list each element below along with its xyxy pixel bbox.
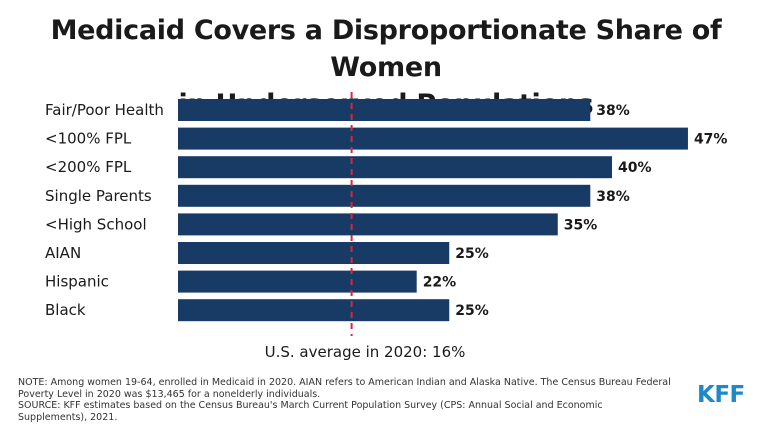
note-text: NOTE: Among women 19-64, enrolled in Med… — [18, 377, 671, 400]
footnotes: NOTE: Among women 19-64, enrolled in Med… — [18, 377, 673, 423]
value-label: 38% — [596, 189, 630, 205]
bar — [178, 213, 558, 236]
value-label: 35% — [564, 217, 598, 233]
bar — [178, 99, 591, 121]
bar — [178, 156, 612, 179]
bar — [178, 299, 450, 322]
value-label: 25% — [455, 246, 489, 262]
reference-line-caption: U.S. average in 2020: 16% — [264, 343, 466, 361]
category-label: <High School — [45, 215, 147, 233]
source-text: SOURCE: KFF estimates based on the Censu… — [18, 400, 603, 423]
category-label: Single Parents — [45, 187, 152, 205]
value-label: 38% — [596, 103, 630, 119]
value-label: 40% — [618, 160, 652, 176]
bar — [178, 242, 450, 264]
category-label: Hispanic — [45, 273, 109, 291]
category-label: Black — [45, 301, 86, 319]
bar — [178, 270, 417, 293]
chart-title-line-1: Medicaid Covers a Disproportionate Share… — [50, 15, 722, 83]
category-label: AIAN — [45, 244, 81, 262]
category-label: <200% FPL — [45, 158, 132, 176]
bar — [178, 184, 591, 207]
kff-logo[interactable]: KFF — [697, 382, 745, 408]
bar — [178, 127, 688, 150]
category-label: <100% FPL — [45, 130, 132, 148]
value-label: 25% — [455, 303, 489, 319]
value-label: 47% — [694, 132, 728, 148]
category-label: Fair/Poor Health — [45, 101, 164, 119]
value-label: 22% — [423, 275, 457, 291]
